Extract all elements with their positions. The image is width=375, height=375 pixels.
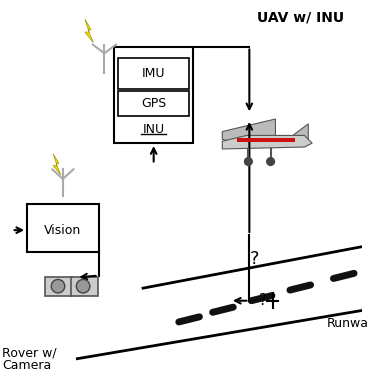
Bar [70, 276, 98, 296]
Bar [45, 276, 72, 296]
Text: INU: INU [142, 123, 165, 136]
Text: GPS: GPS [141, 97, 166, 110]
Polygon shape [222, 135, 312, 149]
Text: UAV w/ INU: UAV w/ INU [257, 10, 344, 24]
Polygon shape [222, 119, 276, 147]
Text: IMU: IMU [142, 67, 165, 80]
Text: Vision: Vision [44, 224, 81, 237]
Text: Camera: Camera [2, 359, 51, 372]
Polygon shape [85, 19, 93, 43]
Text: Runwa: Runwa [327, 317, 369, 330]
Bar [118, 91, 189, 116]
Bar [27, 204, 99, 252]
Bar [118, 58, 189, 89]
Text: ?: ? [259, 293, 267, 308]
Text: Rover w/: Rover w/ [2, 346, 57, 359]
Circle shape [244, 158, 252, 165]
Polygon shape [237, 138, 295, 142]
Circle shape [267, 158, 274, 165]
Circle shape [51, 279, 65, 293]
Polygon shape [53, 154, 61, 175]
Text: ?: ? [249, 250, 259, 268]
Polygon shape [293, 124, 308, 139]
Bar [114, 46, 193, 143]
Circle shape [76, 279, 90, 293]
